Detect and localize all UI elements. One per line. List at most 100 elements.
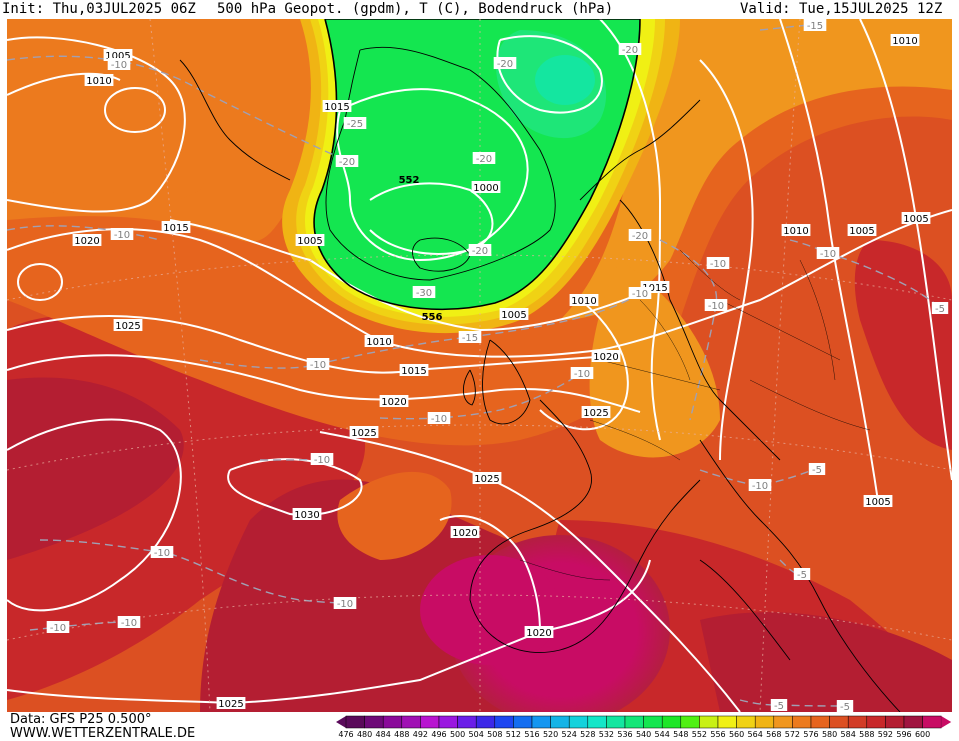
map-header: Init: Thu,03JUL2025 06Z 500 hPa Geopot. … <box>0 0 959 20</box>
isobar-label: 1020 <box>524 626 554 639</box>
svg-text:1015: 1015 <box>642 283 667 294</box>
isobar-label: 1025 <box>472 472 502 485</box>
svg-text:1010: 1010 <box>86 76 111 87</box>
legend-tick-label: 572 <box>784 730 801 739</box>
svg-text:1025: 1025 <box>218 699 243 710</box>
svg-text:-10: -10 <box>820 249 836 260</box>
legend-tick-label: 540 <box>635 730 652 739</box>
legend-swatch <box>810 715 830 729</box>
legend-tick-label: 504 <box>468 730 484 739</box>
legend-swatch <box>866 715 886 729</box>
isobar-label: 1010 <box>781 224 811 237</box>
legend-swatch <box>531 715 551 729</box>
svg-text:-20: -20 <box>476 154 492 165</box>
isotherm-label: -10 <box>306 358 330 371</box>
svg-text:1020: 1020 <box>381 397 406 408</box>
legend-swatch <box>420 715 440 729</box>
isotherm-label: -10 <box>704 299 728 312</box>
svg-text:1020: 1020 <box>452 528 477 539</box>
svg-text:-10: -10 <box>752 481 768 492</box>
legend-swatch <box>847 715 868 729</box>
isobar-label: 1005 <box>847 224 877 237</box>
legend-swatch <box>494 715 514 729</box>
legend-swatch <box>680 715 700 729</box>
isotherm-label: -10 <box>628 287 652 300</box>
svg-text:1005: 1005 <box>865 497 890 508</box>
legend-tick-label: 480 <box>356 730 373 739</box>
svg-text:1020: 1020 <box>74 236 99 247</box>
isotherm-label: -20 <box>335 155 359 168</box>
isotherm-label: -10 <box>570 367 594 380</box>
svg-text:1025: 1025 <box>351 428 376 439</box>
geopotential-label: 552 <box>399 175 420 186</box>
isotherm-label: -10 <box>816 247 840 260</box>
isotherm-label: -5 <box>793 568 811 581</box>
svg-text:-10: -10 <box>111 60 127 71</box>
isobar-label: 1005 <box>901 212 931 225</box>
isobar-label: 1020 <box>379 395 409 408</box>
svg-text:1015: 1015 <box>324 102 349 113</box>
svg-text:1010: 1010 <box>366 337 391 348</box>
isotherm-label: -20 <box>618 43 642 56</box>
svg-text:1010: 1010 <box>571 296 596 307</box>
svg-text:556: 556 <box>422 312 443 323</box>
svg-text:1015: 1015 <box>401 366 426 377</box>
legend-swatch <box>792 715 812 729</box>
svg-text:1015: 1015 <box>163 223 188 234</box>
isobar-label: 1020 <box>450 526 480 539</box>
legend-tick-label: 580 <box>821 730 838 739</box>
legend-tick-label: 600 <box>914 730 931 739</box>
svg-text:-25: -25 <box>347 119 363 130</box>
legend-tick-label: 592 <box>877 730 894 739</box>
svg-text:1005: 1005 <box>105 51 130 62</box>
isobar-label: 1020 <box>72 234 102 247</box>
svg-text:-20: -20 <box>497 59 513 70</box>
legend-tick-label: 488 <box>394 730 410 739</box>
legend-arrow-right <box>941 716 952 728</box>
geopotential-label: 556 <box>422 312 443 323</box>
isotherm-label: -10 <box>107 58 131 71</box>
svg-text:-10: -10 <box>337 599 353 610</box>
svg-text:1005: 1005 <box>297 236 322 247</box>
svg-text:-10: -10 <box>50 623 66 634</box>
isotherm-label: -5 <box>931 302 949 315</box>
isobar-label: 1025 <box>349 426 379 439</box>
svg-text:-10: -10 <box>574 369 590 380</box>
svg-text:1025: 1025 <box>115 321 140 332</box>
legend-tick-label: 596 <box>896 730 912 739</box>
legend-tick-label: 548 <box>673 730 689 739</box>
map-footer: Data: GFS P25 0.500° WWW.WETTERZENTRALE.… <box>0 712 959 741</box>
legend-swatch <box>754 715 775 729</box>
isobar-label: 1015 <box>399 364 429 377</box>
legend-tick-label: 556 <box>710 730 726 739</box>
svg-text:-10: -10 <box>314 455 330 466</box>
legend-swatch <box>438 715 458 729</box>
svg-text:-10: -10 <box>632 289 648 300</box>
pressure-labels: 1005 1010 1015 1015 1005 1020 1025 1000 1010 1015… <box>72 34 931 710</box>
temperature-labels: -10 -25 -20 -20 -20 -20 -20 -30 -10 -20 -10 -10 -10 -… <box>46 19 949 712</box>
isobar-label: 1025 <box>581 406 611 419</box>
svg-text:-10: -10 <box>431 414 447 425</box>
isotherm-label: -10 <box>46 621 70 634</box>
legend-swatch <box>457 715 477 729</box>
svg-text:-20: -20 <box>472 246 488 257</box>
legend-tick-label: 552 <box>691 730 708 739</box>
isobar-label: 1015 <box>322 100 352 113</box>
isotherm-label: -25 <box>343 117 367 130</box>
svg-text:-10: -10 <box>154 548 170 559</box>
legend-swatch <box>364 715 384 729</box>
isotherm-label: -30 <box>412 286 436 299</box>
legend-tick-label: 512 <box>505 730 522 739</box>
isotherm-label: -15 <box>803 19 827 32</box>
legend-tick-label: 524 <box>561 730 577 739</box>
legend-swatch <box>903 715 923 729</box>
isotherm-label: -10 <box>748 479 772 492</box>
legend-swatch <box>606 715 626 729</box>
legend-tick-label: 476 <box>338 730 354 739</box>
legend-tick-label: 484 <box>375 730 391 739</box>
legend-swatch <box>550 715 570 729</box>
isotherm-label: -20 <box>472 152 496 165</box>
svg-text:-5: -5 <box>812 465 822 476</box>
legend-tick-label: 564 <box>747 730 763 739</box>
valid-time: Valid: Tue,15JUL2025 12Z <box>740 1 943 17</box>
